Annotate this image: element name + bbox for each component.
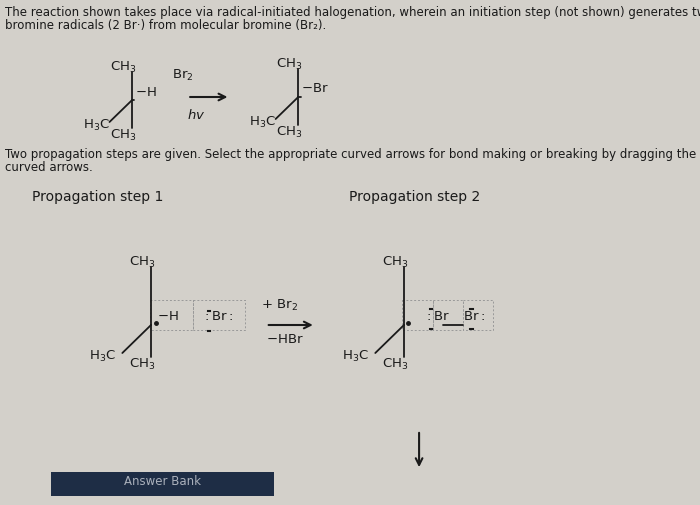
Bar — [433, 300, 463, 330]
Bar — [150, 300, 193, 330]
Text: $\mathregular{Br_2}$: $\mathregular{Br_2}$ — [172, 68, 193, 83]
Text: $\mathregular{H_3C}$: $\mathregular{H_3C}$ — [342, 349, 369, 364]
Text: Propagation step 2: Propagation step 2 — [349, 190, 480, 204]
Bar — [193, 300, 245, 330]
Bar — [463, 300, 493, 330]
Text: $\mathregular{CH_3}$: $\mathregular{CH_3}$ — [110, 128, 136, 143]
Text: $-\mathregular{H}$: $-\mathregular{H}$ — [135, 85, 157, 98]
Text: bromine radicals (2 Br·) from molecular bromine (Br₂).: bromine radicals (2 Br·) from molecular … — [6, 19, 326, 32]
Text: The reaction shown takes place via radical-initiated halogenation, wherein an in: The reaction shown takes place via radic… — [6, 6, 700, 19]
Text: $\mathregular{H_3C}$: $\mathregular{H_3C}$ — [83, 118, 110, 133]
Text: $-\mathregular{HBr}$: $-\mathregular{HBr}$ — [266, 333, 304, 346]
Text: $\mathregular{H_3C}$: $\mathregular{H_3C}$ — [89, 349, 116, 364]
Text: $\mathregular{CH_3}$: $\mathregular{CH_3}$ — [110, 60, 136, 75]
Text: $\mathregular{CH_3}$: $\mathregular{CH_3}$ — [129, 255, 155, 270]
Bar — [51, 472, 274, 496]
Text: $\mathregular{H_3C}$: $\mathregular{H_3C}$ — [249, 115, 276, 130]
Bar — [402, 300, 433, 330]
Text: $\mathregular{CH_3}$: $\mathregular{CH_3}$ — [129, 357, 155, 372]
Text: $\mathregular{CH_3}$: $\mathregular{CH_3}$ — [382, 357, 408, 372]
Text: $:\mathregular{Br}:$: $:\mathregular{Br}:$ — [202, 311, 234, 324]
Text: $\mathregular{CH_3}$: $\mathregular{CH_3}$ — [276, 57, 302, 72]
Text: $\mathit{hv}$: $\mathit{hv}$ — [187, 108, 206, 122]
Text: $-\mathregular{Br}$: $-\mathregular{Br}$ — [301, 82, 329, 95]
Text: $+\ \mathregular{Br_2}$: $+\ \mathregular{Br_2}$ — [260, 298, 298, 313]
Text: $\mathregular{CH_3}$: $\mathregular{CH_3}$ — [276, 125, 302, 140]
Text: $:\mathregular{Br}$: $:\mathregular{Br}$ — [424, 311, 450, 324]
Text: $\mathregular{Br}:$: $\mathregular{Br}:$ — [463, 311, 485, 324]
Text: curved arrows.: curved arrows. — [6, 161, 93, 174]
Text: $-\mathregular{H}$: $-\mathregular{H}$ — [157, 311, 178, 324]
Text: Two propagation steps are given. Select the appropriate curved arrows for bond m: Two propagation steps are given. Select … — [6, 148, 696, 161]
Text: Propagation step 1: Propagation step 1 — [32, 190, 163, 204]
Text: Answer Bank: Answer Bank — [124, 475, 201, 488]
Text: $\mathregular{CH_3}$: $\mathregular{CH_3}$ — [382, 255, 408, 270]
